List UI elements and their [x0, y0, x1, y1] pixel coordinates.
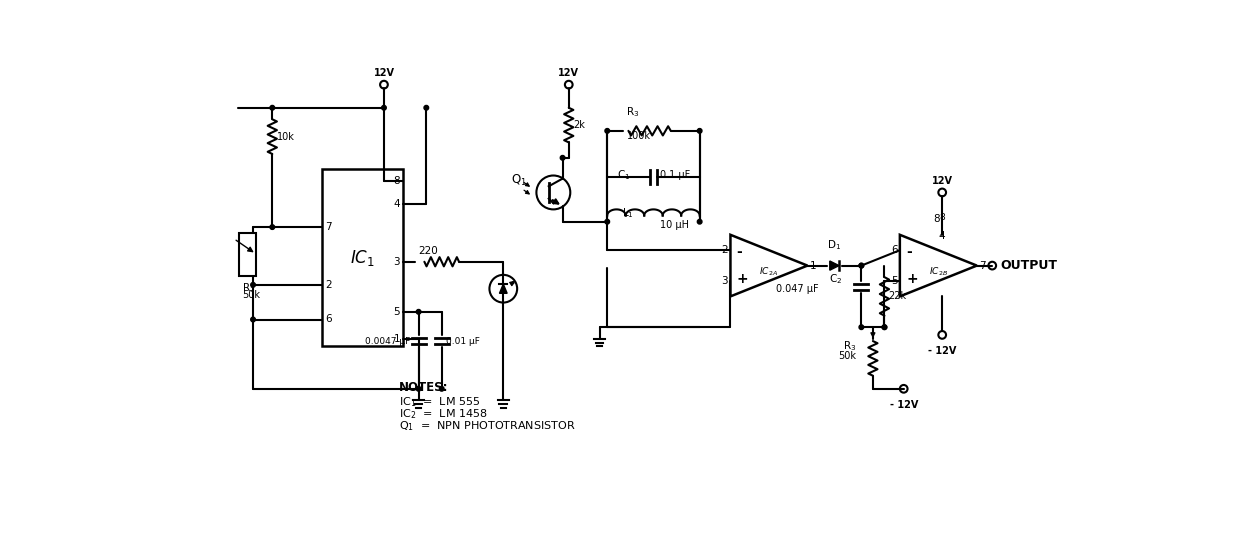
- Circle shape: [251, 282, 256, 287]
- Text: R$_3$: R$_3$: [626, 106, 640, 119]
- Circle shape: [605, 129, 610, 133]
- Polygon shape: [499, 284, 507, 293]
- Circle shape: [416, 310, 421, 314]
- Text: -: -: [737, 245, 742, 259]
- Text: 7: 7: [325, 222, 333, 232]
- Text: 3: 3: [722, 276, 728, 286]
- Bar: [323, 169, 403, 347]
- Text: 6: 6: [325, 314, 333, 324]
- Text: -: -: [906, 245, 912, 259]
- Text: IC$_{2A}$: IC$_{2A}$: [760, 265, 779, 278]
- Text: D$_1$: D$_1$: [828, 238, 842, 252]
- Text: L$_1$: L$_1$: [622, 207, 634, 220]
- Text: 220: 220: [418, 246, 438, 256]
- Text: - 12V: - 12V: [929, 346, 956, 356]
- Text: 12V: 12V: [373, 68, 394, 78]
- Circle shape: [251, 317, 256, 322]
- Text: 10k: 10k: [277, 132, 295, 142]
- Text: +: +: [906, 272, 917, 287]
- Text: 50k: 50k: [838, 352, 856, 361]
- Text: 100k: 100k: [626, 131, 650, 141]
- Text: C$_2$: C$_2$: [829, 272, 842, 286]
- Circle shape: [416, 386, 421, 391]
- Text: C$_1$: C$_1$: [617, 168, 630, 181]
- Text: 4: 4: [393, 199, 401, 209]
- Text: 2: 2: [722, 245, 728, 255]
- Text: 0.0047 µF: 0.0047 µF: [364, 337, 410, 346]
- Circle shape: [882, 325, 887, 330]
- Text: 5: 5: [891, 276, 897, 286]
- Text: 0.047 µF: 0.047 µF: [776, 284, 819, 294]
- Text: 6: 6: [891, 245, 897, 255]
- Polygon shape: [830, 261, 839, 270]
- Text: 22k: 22k: [888, 292, 906, 301]
- Circle shape: [440, 386, 444, 391]
- Bar: [239, 233, 256, 276]
- Circle shape: [605, 220, 610, 224]
- Text: IC$_2$  =  LM 1458: IC$_2$ = LM 1458: [399, 407, 488, 421]
- Text: 0.01 µF: 0.01 µF: [446, 337, 479, 346]
- Circle shape: [697, 220, 702, 224]
- Text: OUTPUT: OUTPUT: [1000, 259, 1057, 272]
- Text: R$_3$: R$_3$: [843, 340, 856, 353]
- Text: 8: 8: [934, 214, 940, 225]
- Text: IC$_{2B}$: IC$_{2B}$: [929, 265, 948, 278]
- Circle shape: [270, 105, 275, 110]
- Text: +: +: [737, 272, 748, 287]
- Circle shape: [859, 325, 863, 330]
- Text: NOTES:: NOTES:: [399, 381, 449, 394]
- Text: 2k: 2k: [573, 120, 585, 130]
- Text: - 12V: - 12V: [890, 399, 917, 410]
- Circle shape: [561, 155, 564, 160]
- Circle shape: [697, 129, 702, 133]
- Text: 8: 8: [939, 213, 945, 222]
- Text: IC$_1$  =  LM 555: IC$_1$ = LM 555: [399, 395, 481, 409]
- Circle shape: [382, 105, 387, 110]
- Text: 50k: 50k: [242, 290, 261, 300]
- Text: 7: 7: [979, 261, 985, 271]
- Text: 3: 3: [393, 257, 401, 267]
- Circle shape: [270, 225, 275, 229]
- Text: 12V: 12V: [558, 68, 580, 78]
- Text: Q$_1$: Q$_1$: [512, 173, 527, 189]
- Text: Q$_1$  =  NPN PHOTOTRANSISTOR: Q$_1$ = NPN PHOTOTRANSISTOR: [399, 420, 576, 433]
- Text: 2: 2: [325, 280, 333, 290]
- Text: 12V: 12V: [931, 175, 953, 185]
- Text: 10 µH: 10 µH: [660, 220, 689, 230]
- Text: 5: 5: [393, 307, 401, 317]
- Text: IC$_1$: IC$_1$: [350, 248, 375, 268]
- Text: 1: 1: [393, 334, 401, 344]
- Circle shape: [882, 325, 887, 330]
- Text: R$_1$: R$_1$: [242, 281, 256, 295]
- Circle shape: [859, 263, 863, 268]
- Text: 1: 1: [810, 261, 816, 271]
- Text: 0.1 µF: 0.1 µF: [660, 169, 690, 180]
- Text: 8: 8: [393, 176, 401, 186]
- Text: 4: 4: [939, 231, 945, 241]
- Circle shape: [859, 263, 863, 268]
- Circle shape: [423, 105, 428, 110]
